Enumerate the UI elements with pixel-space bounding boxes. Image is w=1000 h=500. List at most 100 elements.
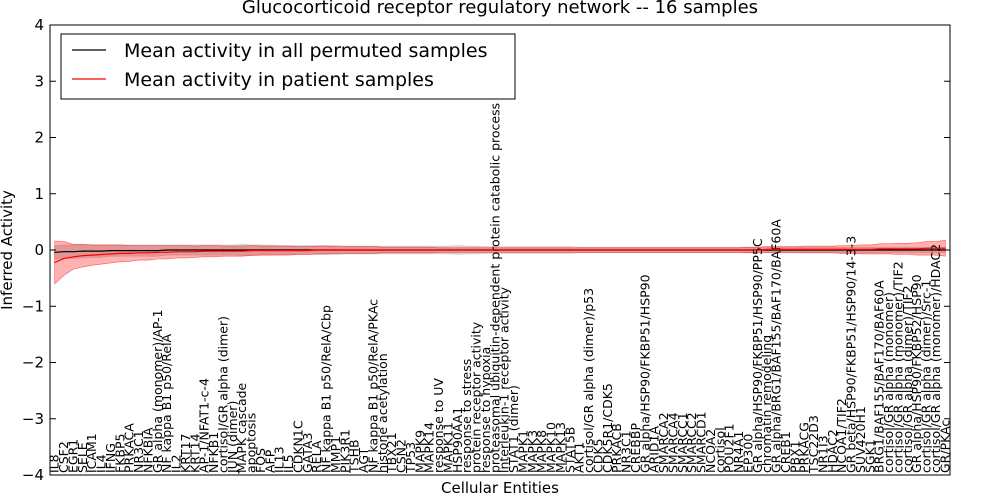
category-label: AGT [356, 447, 371, 473]
category-label: PBX1 [787, 440, 802, 473]
point-patient [879, 248, 881, 250]
category-label: IFNG [103, 443, 118, 473]
y-axis-label: Inferred Activity [0, 190, 16, 310]
point-patient [438, 249, 440, 251]
point-all-permuted [897, 249, 900, 251]
category-label: RELA [309, 440, 324, 473]
category-label: cortisol/GR alpha (dimer)/TIF2 [900, 285, 915, 473]
category-label: POU2F1 [722, 423, 737, 473]
point-patient [935, 247, 937, 249]
x-axis-label: Cellular Entities [441, 479, 559, 497]
category-label: PIK3R1 [337, 429, 352, 473]
point-patient [63, 257, 65, 259]
band-patient [54, 240, 946, 285]
category-label: histone acetylation [375, 353, 390, 473]
point-patient [54, 261, 56, 263]
point-patient [269, 250, 271, 252]
category-label: cortisol [712, 427, 727, 473]
category-label: EGR1 [65, 439, 80, 473]
point-patient [522, 249, 525, 251]
point-patient [926, 247, 928, 249]
category-label: MAPK3 [525, 430, 540, 473]
point-all-permuted [91, 250, 93, 252]
category-label: apoptosis [244, 413, 259, 473]
point-all-permuted [888, 249, 890, 251]
point-patient [626, 249, 628, 251]
point-patient [288, 250, 290, 252]
category-label: TSHB [347, 439, 362, 474]
point-patient [194, 251, 196, 253]
point-patient [644, 249, 646, 251]
category-label: ARID1A [647, 425, 662, 473]
point-patient [701, 249, 703, 251]
point-all-permuted [166, 249, 168, 251]
legend-label-patient: Mean activity in patient samples [124, 69, 434, 91]
point-patient [757, 249, 759, 251]
y-tick-label: 1 [34, 185, 44, 203]
y-tick-label: −1 [22, 297, 44, 315]
category-label: GR alpha/HSP90/FKBP51/HSP90 [637, 274, 652, 473]
point-all-permuted [147, 250, 149, 252]
point-patient [251, 250, 253, 252]
point-patient [607, 249, 609, 251]
category-label: STAT5B [562, 427, 577, 473]
y-tick-label: −4 [22, 466, 44, 484]
y-tick-label: 4 [34, 16, 44, 34]
point-patient [354, 249, 356, 251]
point-patient [185, 251, 187, 253]
legend-box [60, 33, 516, 100]
point-patient [804, 248, 806, 250]
category-label: cortisol/GR alpha (monomer)/HDAC2 [928, 244, 943, 473]
category-label: SMARCC2 [684, 412, 699, 473]
plot-frame [49, 24, 951, 476]
point-patient [391, 249, 393, 251]
point-all-permuted [222, 249, 224, 251]
point-patient [260, 250, 262, 252]
category-label: TP53 [403, 442, 418, 474]
point-patient [597, 249, 600, 251]
point-all-permuted [194, 249, 196, 251]
category-label: SELE [75, 442, 90, 473]
category-label: KRT14 [187, 433, 202, 473]
category-label: NR1I3 [815, 435, 830, 473]
point-all-permuted [54, 251, 56, 253]
category-label: NCOA2 [703, 429, 718, 473]
point-all-permuted [879, 249, 881, 251]
point-patient [794, 248, 796, 250]
point-patient [119, 252, 121, 254]
point-patient [785, 248, 787, 250]
point-all-permuted [916, 249, 918, 251]
point-all-permuted [101, 250, 103, 252]
category-label: NF kappa B1 p50/RelA [159, 333, 174, 473]
category-label: cortisol/GR alpha (dimer)/Src-1 [919, 280, 934, 473]
category-label: GR alpha/HSP90/FKBP52/HSP90 [909, 274, 924, 473]
point-patient [710, 249, 712, 251]
point-patient [297, 250, 299, 252]
category-label: IL2 [169, 454, 184, 473]
point-patient [401, 249, 403, 251]
category-label: TSC22D3 [806, 415, 821, 474]
point-patient [410, 249, 412, 251]
confidence-bands [54, 240, 946, 285]
category-label: NF kappa B1 p50/RelA/PKAc [365, 299, 380, 473]
category-label: JUN (dimer) [225, 401, 240, 474]
point-patient [372, 249, 374, 251]
chart-title: Glucocorticoid receptor regulatory netwo… [242, 0, 758, 18]
point-patient [832, 248, 834, 250]
category-label: MMP1 [328, 436, 343, 473]
point-patient [382, 249, 384, 251]
point-patient [822, 248, 825, 250]
point-all-permuted [119, 250, 121, 252]
point-patient [841, 248, 843, 250]
point-all-permuted [157, 250, 159, 252]
category-label: HSP90AA1 [450, 407, 465, 473]
y-tick-label: −2 [22, 354, 44, 372]
point-patient [776, 248, 778, 250]
category-label: HDAC2 [825, 429, 840, 473]
category-label: PRKACA [122, 423, 137, 473]
category-label: AP-1/NFAT1-c-4 [197, 378, 212, 473]
category-label: NFKB1 [206, 432, 221, 473]
point-patient [344, 249, 346, 251]
point-patient [691, 249, 693, 251]
point-all-permuted [110, 250, 112, 252]
